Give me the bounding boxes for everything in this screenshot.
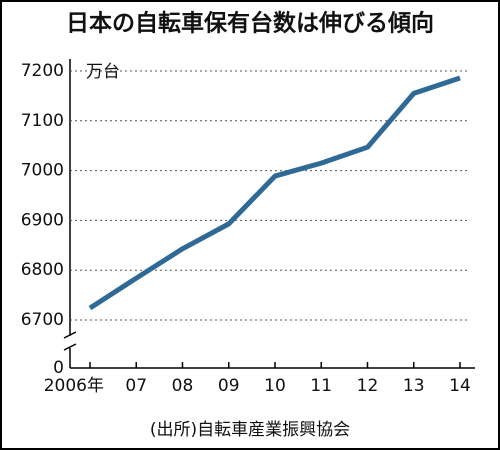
y-tick-label: 6900 bbox=[21, 210, 64, 230]
chart-title: 日本の自転車保有台数は伸びる傾向 bbox=[66, 10, 434, 37]
unit-label: 万台 bbox=[86, 62, 120, 82]
y-tick-label: 6800 bbox=[21, 260, 64, 280]
x-tick-label: 09 bbox=[218, 376, 240, 396]
axis-break bbox=[63, 343, 77, 351]
x-tick-label: 13 bbox=[403, 376, 425, 396]
y-tick-label: 6700 bbox=[21, 310, 64, 330]
x-tick-label: 14 bbox=[449, 376, 471, 396]
source-note: (出所)自転車産業振興協会 bbox=[150, 420, 350, 440]
x-tick-label: 10 bbox=[264, 376, 286, 396]
data-line bbox=[88, 75, 461, 311]
y-tick-label: 0 bbox=[53, 358, 64, 378]
y-tick-label: 7100 bbox=[21, 111, 64, 131]
x-tick-label: 11 bbox=[310, 376, 332, 396]
y-tick-label: 7200 bbox=[21, 61, 64, 81]
x-tick-label: 2006年 bbox=[44, 376, 104, 396]
x-tick-label: 12 bbox=[357, 376, 379, 396]
axis-break bbox=[63, 331, 77, 339]
x-tick-label: 08 bbox=[172, 376, 194, 396]
y-tick-label: 7000 bbox=[21, 161, 64, 181]
x-tick-label: 07 bbox=[125, 376, 147, 396]
